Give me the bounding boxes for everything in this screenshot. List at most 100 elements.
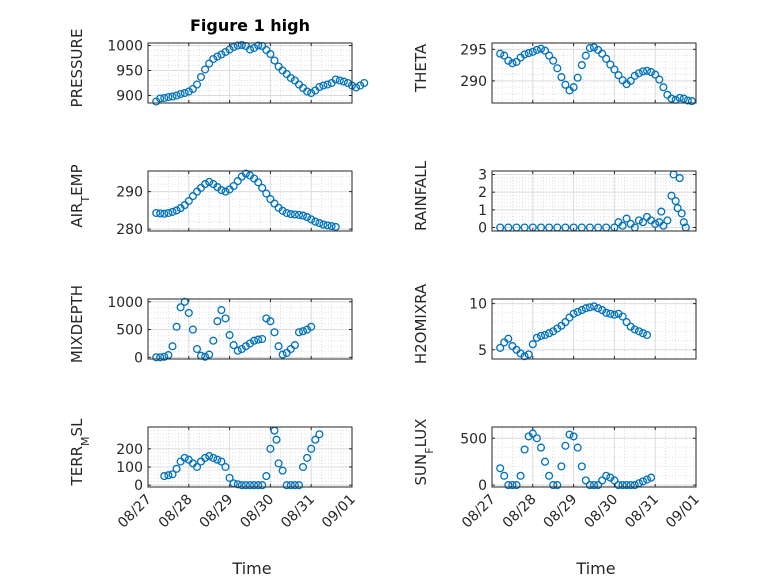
y-tick-label: 900	[116, 89, 143, 105]
data-point	[536, 331, 546, 340]
data-point	[315, 219, 324, 228]
y-tick-label: 0	[478, 220, 487, 236]
data-point	[262, 189, 271, 198]
data-point	[545, 471, 554, 480]
data-point	[152, 353, 161, 362]
data-point	[655, 75, 664, 84]
data-point	[221, 47, 230, 57]
data-point	[520, 352, 529, 361]
data-point	[602, 54, 611, 63]
data-point	[160, 352, 169, 361]
y-tick-label: 290	[460, 74, 487, 90]
data-point	[286, 210, 295, 219]
y-tick-label: 0	[134, 350, 143, 366]
x-axis-label: Time	[575, 559, 615, 578]
data-point	[250, 336, 259, 345]
data-point	[508, 481, 517, 490]
data-point	[647, 473, 656, 482]
data-point	[176, 89, 185, 99]
data-point	[671, 196, 680, 206]
data-point	[323, 80, 332, 89]
data-point	[618, 76, 627, 85]
axes-box	[147, 42, 353, 104]
data-point	[156, 94, 165, 103]
data-point	[352, 83, 361, 92]
data-point	[172, 91, 181, 100]
data-point	[180, 88, 189, 98]
data-point	[602, 308, 611, 317]
data-point	[343, 78, 352, 88]
data-point	[245, 481, 255, 490]
data-point	[180, 297, 189, 306]
data-point	[602, 471, 611, 480]
data-point	[663, 216, 672, 225]
data-point	[634, 216, 643, 225]
data-point	[508, 59, 517, 68]
x-tick-label: 08/28	[156, 492, 196, 532]
data-point	[262, 472, 271, 481]
data-point	[638, 329, 648, 338]
y-tick-label: 3	[478, 168, 487, 184]
data-point	[278, 206, 287, 215]
data-point	[614, 481, 623, 490]
data-point	[168, 92, 177, 101]
data-point	[303, 453, 312, 462]
y-tick-label: 950	[116, 64, 143, 80]
data-point	[500, 51, 509, 60]
data-point	[504, 56, 513, 65]
data-point	[606, 309, 615, 318]
data-point	[152, 208, 161, 218]
data-point	[298, 327, 308, 336]
data-point	[213, 455, 222, 464]
data-point	[192, 344, 202, 354]
data-point	[549, 56, 558, 65]
data-point	[282, 481, 291, 490]
data-point	[528, 429, 537, 438]
data-point	[176, 303, 185, 312]
data-point	[201, 65, 210, 74]
data-point	[266, 444, 275, 453]
data-point	[209, 54, 218, 64]
x-axis-label: Time	[231, 559, 271, 578]
data-point	[188, 325, 197, 334]
data-point	[677, 209, 686, 218]
y-tick-label: 1000	[107, 39, 143, 55]
data-point	[638, 477, 648, 486]
y-tick-label: 5	[478, 343, 487, 359]
subplot-pressure: 900 950 1000 PRESSURE Figure 1 high	[68, 16, 369, 107]
data-point	[589, 302, 599, 311]
data-point	[565, 430, 574, 439]
y-tick-label: 280	[116, 222, 143, 238]
subplot-rainfall: 01 23 RAINFALL	[412, 160, 697, 236]
data-point	[356, 81, 365, 90]
subplot-h2omixra: 5 10 H2OMIXRA	[412, 283, 697, 364]
data-point	[626, 76, 635, 85]
y-axis-label: AIRTEMP	[68, 164, 92, 227]
data-point	[496, 49, 505, 58]
data-point	[241, 481, 250, 490]
data-point	[184, 87, 193, 96]
data-point	[164, 92, 173, 102]
data-point	[331, 75, 340, 84]
data-point	[610, 65, 619, 74]
data-point	[679, 218, 688, 227]
data-point	[311, 435, 320, 444]
axes-box	[147, 426, 353, 488]
data-point	[290, 210, 299, 219]
data-point	[188, 192, 197, 201]
data-point	[614, 71, 623, 80]
data-point	[205, 177, 214, 186]
axes-box	[491, 298, 697, 360]
data-point	[266, 49, 275, 59]
data-point	[622, 214, 631, 223]
data-point	[569, 83, 578, 92]
data-point	[221, 187, 230, 196]
data-point	[540, 457, 550, 466]
data-point	[520, 445, 529, 454]
data-point	[172, 322, 181, 331]
y-tick-label: 1	[478, 203, 487, 219]
axes-box	[491, 42, 697, 104]
data-point	[594, 481, 603, 490]
data-point	[164, 208, 173, 218]
data-point	[254, 41, 263, 50]
